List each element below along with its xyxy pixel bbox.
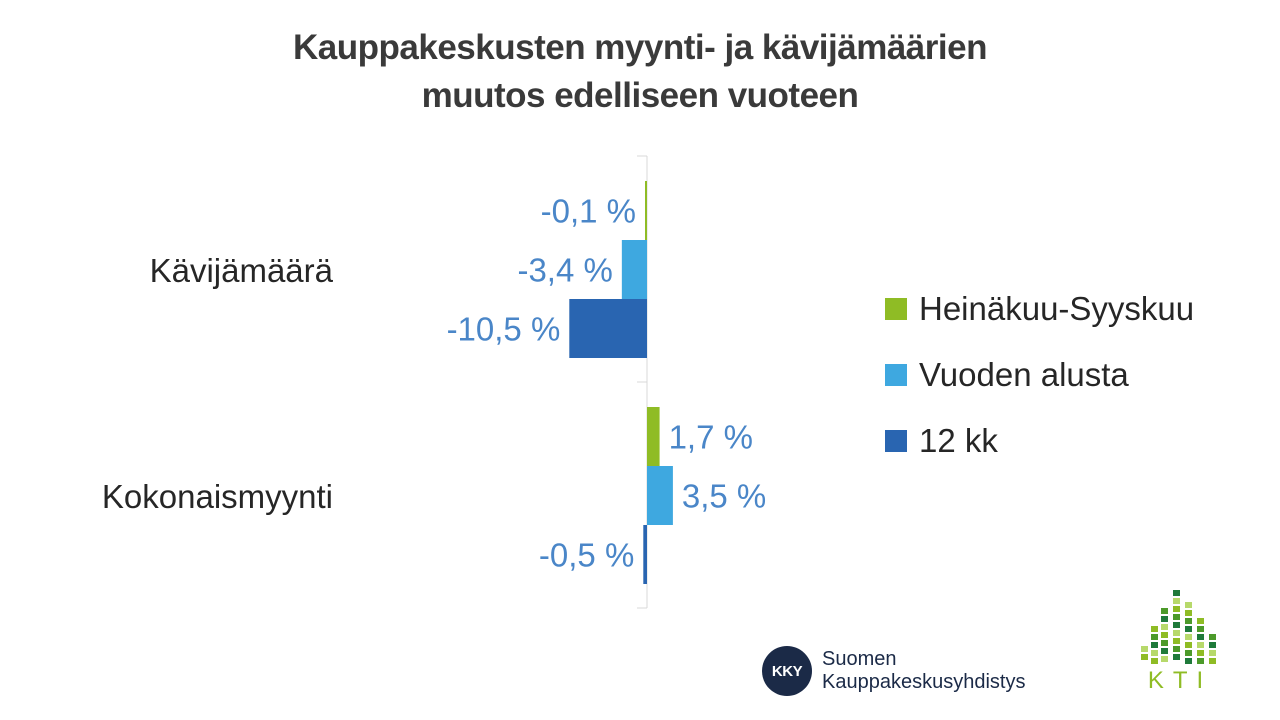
data-label-2-0: -10,5 % [447, 311, 561, 348]
kti-logo-square [1173, 630, 1180, 636]
kti-logo-square [1161, 640, 1168, 646]
legend-item-2: 12 kk [885, 408, 1194, 474]
kti-logo-square [1173, 606, 1180, 612]
legend-label-2: 12 kk [919, 422, 998, 459]
data-label-2-1: -0,5 % [539, 537, 634, 574]
kti-logo-square [1185, 650, 1192, 656]
data-label-0-1: 1,7 % [669, 419, 753, 456]
kti-logo-square [1209, 650, 1216, 656]
kti-logo-square [1173, 622, 1180, 628]
chart-legend: Heinäkuu-Syyskuu Vuoden alusta 12 kk [885, 276, 1194, 474]
kti-logo-square [1185, 610, 1192, 616]
chart-title-line-2: muutos edelliseen vuoteen [421, 76, 859, 115]
legend-swatch-0 [885, 298, 907, 320]
kti-logo-square [1185, 642, 1192, 648]
kti-logo-square [1151, 642, 1158, 648]
kky-logo-text: Suomen Kauppakeskusyhdistys [822, 648, 1025, 694]
kti-logo-square [1197, 618, 1204, 624]
kti-logo-square [1161, 616, 1168, 622]
bar-1-0 [621, 240, 647, 299]
kti-logo-square [1173, 614, 1180, 620]
kti-logo: KTI [1141, 590, 1216, 693]
legend-item-1: Vuoden alusta [885, 342, 1194, 408]
kti-logo-square [1173, 638, 1180, 644]
kti-logo-text: KTI [1148, 667, 1212, 693]
kky-logo-mark: KKY [762, 646, 812, 696]
category-label-0: Kävijämäärä [150, 252, 334, 289]
kti-logo-square [1161, 648, 1168, 654]
kti-logo-square [1173, 598, 1180, 604]
kti-logo-square [1209, 634, 1216, 640]
chart-title: Kauppakeskusten myynti- ja kävijämäärien… [140, 24, 1140, 120]
data-label-1-0: -3,4 % [517, 252, 612, 289]
category-label-1: Kokonaismyynti [102, 478, 333, 515]
kti-logo-square [1185, 626, 1192, 632]
kti-logo-building-icon [1141, 590, 1216, 664]
bar-0-0 [645, 181, 647, 240]
kti-logo-square [1141, 646, 1148, 652]
kti-logo-square [1185, 634, 1192, 640]
kky-logo: KKY Suomen Kauppakeskusyhdistys [762, 646, 1025, 696]
kti-logo-square [1141, 654, 1148, 660]
data-label-1-1: 3,5 % [682, 478, 766, 515]
bar-0-1 [647, 407, 660, 466]
kti-logo-square [1209, 658, 1216, 664]
data-label-0-0: -0,1 % [541, 193, 636, 230]
kti-logo-square [1161, 632, 1168, 638]
kti-logo-square [1185, 618, 1192, 624]
kti-logo-square [1185, 658, 1192, 664]
kti-logo-square [1161, 624, 1168, 630]
legend-item-0: Heinäkuu-Syyskuu [885, 276, 1194, 342]
kti-logo-square [1173, 654, 1180, 660]
kky-logo-line-1: Suomen [822, 648, 897, 670]
kti-logo-square [1197, 658, 1204, 664]
bar-1-1 [647, 466, 673, 525]
bar-2-0 [569, 299, 647, 358]
kti-logo-square [1197, 634, 1204, 640]
kti-logo-square [1209, 642, 1216, 648]
kky-logo-line-2: Kauppakeskusyhdistys [822, 671, 1026, 693]
kti-logo-square [1197, 626, 1204, 632]
kti-logo-square [1151, 626, 1158, 632]
kti-logo-square [1173, 646, 1180, 652]
kti-logo-square [1197, 642, 1204, 648]
kti-logo-square [1185, 602, 1192, 608]
kti-logo-square [1173, 590, 1180, 596]
legend-swatch-1 [885, 364, 907, 386]
kti-logo-square [1151, 650, 1158, 656]
chart-title-line-1: Kauppakeskusten myynti- ja kävijämäärien [293, 28, 987, 67]
kti-logo-square [1161, 608, 1168, 614]
legend-label-0: Heinäkuu-Syyskuu [919, 290, 1195, 327]
legend-swatch-2 [885, 430, 907, 452]
legend-label-1: Vuoden alusta [919, 356, 1129, 393]
kti-logo-square [1151, 658, 1158, 664]
bar-2-1 [643, 525, 647, 584]
kti-logo-square [1151, 634, 1158, 640]
kti-logo-square [1161, 656, 1168, 662]
kti-logo-square [1197, 650, 1204, 656]
